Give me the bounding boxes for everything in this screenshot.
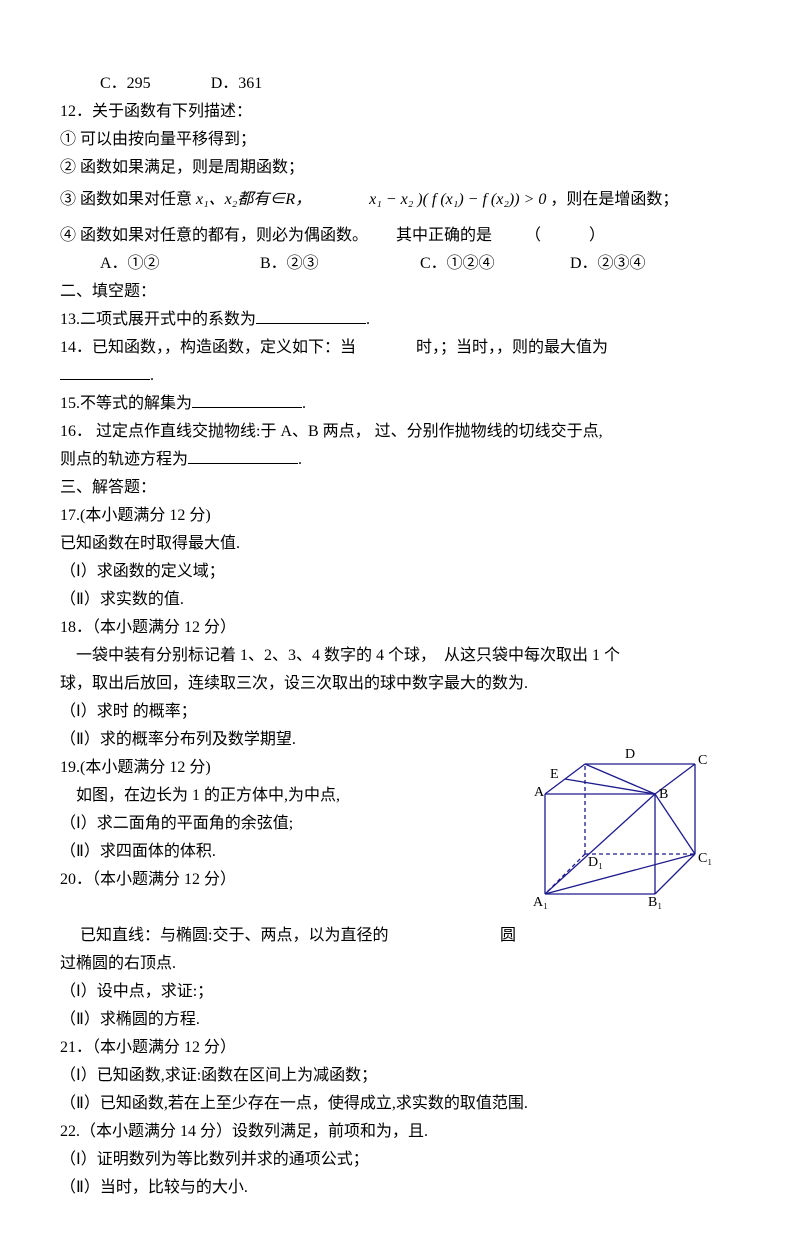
diag-bc1 bbox=[655, 794, 695, 854]
q15-post: . bbox=[302, 395, 306, 412]
q21-p2: （Ⅱ）已知函数,若在上至少存在一点，使得成立,求实数的取值范围. bbox=[60, 1090, 740, 1118]
q12-opt-d: D．②③④ bbox=[570, 250, 646, 278]
label-C1: C₁ bbox=[698, 851, 712, 866]
q12-stem: 12．关于函数有下列描述： bbox=[60, 98, 740, 126]
answer-paren: （ ） bbox=[520, 222, 610, 250]
q11-opt-d: D．361 bbox=[211, 70, 263, 98]
q12-s3-x: x₁、x₂都有∈R， bbox=[196, 191, 311, 208]
section-3-title: 三、解答题： bbox=[60, 474, 740, 502]
label-D1: D₁ bbox=[588, 855, 603, 870]
q14-post: . bbox=[150, 367, 154, 384]
q12-s4-post: 其中正确的是 bbox=[396, 227, 492, 244]
q12-s1: ① 可以由按向量平移得到； bbox=[60, 126, 740, 154]
q22-p1: （Ⅰ）证明数列为等比数列并求的通项公式； bbox=[60, 1146, 740, 1174]
cube-figure: A B C D E A₁ B₁ C₁ D₁ bbox=[530, 744, 730, 944]
label-B: B bbox=[659, 787, 668, 802]
q14-l1: 14．已知函数，，构造函数，定义如下：当 时，；当时，，则的最大值为 bbox=[60, 334, 740, 362]
label-C: C bbox=[698, 753, 707, 768]
blank bbox=[188, 450, 298, 464]
label-D: D bbox=[625, 747, 635, 762]
q18-s1: 一袋中装有分别标记着 1、2、3、4 数字的 4 个球， 从这只袋中每次取出 1… bbox=[60, 642, 740, 670]
q13-post: . bbox=[366, 311, 370, 328]
q20-s2: 圆 bbox=[500, 922, 520, 950]
q20-p2: （Ⅱ）求椭圆的方程. bbox=[60, 1006, 740, 1034]
q12-s2: ② 函数如果满足，则是周期函数； bbox=[60, 154, 740, 182]
q12-s4: ④ 函数如果对任意的都有，则必为偶函数。 其中正确的是 （ ） bbox=[60, 218, 740, 250]
blank bbox=[192, 394, 302, 408]
q16-l1: 16． 过定点作直线交抛物线:于 A、B 两点， 过、分别作抛物线的切线交于点, bbox=[60, 418, 740, 446]
q16-l2: 则点的轨迹方程为. bbox=[60, 446, 740, 474]
q21-h: 21．（本小题满分 12 分） bbox=[60, 1034, 740, 1062]
q20-p1: （Ⅰ）设中点，求证:； bbox=[60, 978, 740, 1006]
q20-s1: 已知直线：与椭圆:交于、两点，以为直径的 bbox=[68, 927, 388, 944]
q12-options: A．①② B．②③ C．①②④ D．②③④ bbox=[60, 250, 740, 278]
q12-opt-a: A．①② bbox=[100, 250, 260, 278]
q12-s3-expr: x₁ − x₂ )( f (x₁) − f (x₂)) > 0 bbox=[369, 191, 546, 208]
q14-mid: 时，；当时，，则的最大值为 bbox=[416, 339, 608, 356]
label-B1: B₁ bbox=[648, 895, 662, 910]
q13: 13.二项式展开式中的系数为. bbox=[60, 306, 740, 334]
q15: 15.不等式的解集为. bbox=[60, 390, 740, 418]
q14-blank-line: . bbox=[60, 362, 740, 390]
label-A: A bbox=[534, 785, 545, 800]
q12-opt-c: C．①②④ bbox=[420, 250, 570, 278]
q16-l2-pre: 则点的轨迹方程为 bbox=[60, 451, 188, 468]
label-E: E bbox=[550, 767, 559, 782]
q17-s: 已知函数在时取得最大值. bbox=[60, 530, 740, 558]
q17-p1: （Ⅰ）求函数的定义域； bbox=[60, 558, 740, 586]
q12-opt-b: B．②③ bbox=[260, 250, 420, 278]
q18-h: 18．（本小题满分 12 分） bbox=[60, 614, 740, 642]
q14-l1-text: 14．已知函数，，构造函数，定义如下：当 bbox=[60, 339, 356, 356]
q18-p1: （Ⅰ）求时 的概率； bbox=[60, 698, 740, 726]
q11-options-row: C．295 D．361 bbox=[60, 70, 740, 98]
q20-s3: 过椭圆的右顶点. bbox=[60, 950, 740, 978]
diag-db bbox=[585, 764, 655, 794]
diag-eb bbox=[565, 779, 655, 794]
q12-s4-pre: ④ 函数如果对任意的都有，则必为偶函数。 bbox=[60, 227, 368, 244]
q11-opt-c: C．295 bbox=[100, 70, 151, 98]
q13-pre: 13.二项式展开式中的系数为 bbox=[60, 311, 256, 328]
q21-p1: （Ⅰ）已知函数,求证:函数在区间上为减函数； bbox=[60, 1062, 740, 1090]
q12-s3-post: ，则在是增函数； bbox=[550, 191, 678, 208]
blank bbox=[60, 366, 150, 380]
q22-h: 22.（本小题满分 14 分）设数列满足，前项和为，且. bbox=[60, 1118, 740, 1146]
q16-l2-post: . bbox=[298, 451, 302, 468]
blank bbox=[256, 310, 366, 324]
label-A1: A₁ bbox=[533, 895, 548, 910]
section-2-title: 二、填空题： bbox=[60, 278, 740, 306]
q18-s2: 球，取出后放回，连续取三次，设三次取出的球中数字最大的数为. bbox=[60, 670, 740, 698]
q17-h: 17.(本小题满分 12 分) bbox=[60, 502, 740, 530]
q17-p2: （Ⅱ）求实数的值. bbox=[60, 586, 740, 614]
q12-s3: ③ 函数如果对任意 x₁、x₂都有∈R， x₁ − x₂ )( f (x₁) −… bbox=[60, 182, 740, 218]
q12-s3-pre: ③ 函数如果对任意 bbox=[60, 191, 192, 208]
q15-pre: 15.不等式的解集为 bbox=[60, 395, 192, 412]
q22-p2: （Ⅱ）当时，比较与的大小. bbox=[60, 1174, 740, 1202]
